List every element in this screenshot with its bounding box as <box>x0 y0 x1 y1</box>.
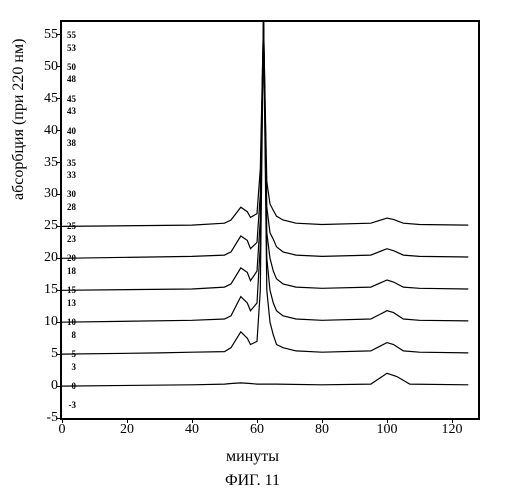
ytick-mark <box>57 34 62 35</box>
ytick-major: 45 <box>44 91 58 107</box>
series-0 <box>62 373 468 386</box>
ytick-major: 15 <box>44 282 58 298</box>
ytick-minor: 38 <box>67 138 76 148</box>
ytick-major: 10 <box>44 314 58 330</box>
ytick-mark <box>57 162 62 163</box>
ytick-minor: 50 <box>67 62 76 72</box>
xtick-mark <box>192 418 193 423</box>
ytick-mark <box>57 226 62 227</box>
ytick-minor: 15 <box>67 285 76 295</box>
xtick-mark <box>322 418 323 423</box>
xtick: 100 <box>377 422 398 438</box>
ytick-minor: 28 <box>67 202 76 212</box>
ytick-minor: 13 <box>67 298 76 308</box>
xtick: 20 <box>120 422 134 438</box>
ytick-minor: 18 <box>67 266 76 276</box>
ytick-mark <box>57 322 62 323</box>
xtick: 80 <box>315 422 329 438</box>
ytick-minor: 48 <box>67 74 76 84</box>
ytick-minor: 30 <box>67 189 76 199</box>
ytick-minor: 3 <box>72 362 77 372</box>
series-1 <box>62 22 468 354</box>
ytick-minor: 33 <box>67 170 76 180</box>
ytick-mark <box>57 130 62 131</box>
xtick-mark <box>62 418 63 423</box>
ytick-major: 20 <box>44 250 58 266</box>
ytick-minor: -3 <box>69 400 77 410</box>
ytick-minor: 10 <box>67 317 76 327</box>
ytick-major: 35 <box>44 155 58 171</box>
ytick-minor: 25 <box>67 221 76 231</box>
ytick-minor: 23 <box>67 234 76 244</box>
figure: абсорбция (при 220 нм) -5051015202530354… <box>0 0 505 500</box>
xtick: 60 <box>250 422 264 438</box>
series-2 <box>62 22 468 322</box>
series-3 <box>62 22 468 290</box>
ytick-minor: 8 <box>72 330 77 340</box>
series-4 <box>62 22 468 258</box>
xtick-mark <box>452 418 453 423</box>
ytick-major: 40 <box>44 123 58 139</box>
ytick-minor: 53 <box>67 43 76 53</box>
xtick-mark <box>257 418 258 423</box>
ytick-mark <box>57 98 62 99</box>
ytick-major: 25 <box>44 218 58 234</box>
ytick-minor: 0 <box>72 381 77 391</box>
ytick-major: 55 <box>44 27 58 43</box>
plot-area: -50510152025303540455055-303581013151820… <box>60 20 480 420</box>
ytick-mark <box>57 258 62 259</box>
ytick-minor: 45 <box>67 94 76 104</box>
ytick-mark <box>57 354 62 355</box>
ytick-mark <box>57 194 62 195</box>
ytick-mark <box>57 290 62 291</box>
y-axis-label: абсорбция (при 220 нм) <box>10 39 28 200</box>
xtick: 40 <box>185 422 199 438</box>
ytick-minor: 55 <box>67 30 76 40</box>
ytick-mark <box>57 386 62 387</box>
ytick-mark <box>57 66 62 67</box>
xtick: 120 <box>442 422 463 438</box>
chart-svg <box>62 22 478 418</box>
xtick-mark <box>127 418 128 423</box>
ytick-minor: 20 <box>67 253 76 263</box>
ytick-major: 50 <box>44 59 58 75</box>
ytick-minor: 35 <box>67 158 76 168</box>
x-axis-label: минуты <box>0 448 505 466</box>
ytick-minor: 43 <box>67 106 76 116</box>
ytick-minor: 5 <box>72 349 77 359</box>
xtick: 0 <box>59 422 66 438</box>
ytick-minor: 40 <box>67 126 76 136</box>
ytick-major: 30 <box>44 186 58 202</box>
figure-caption: ФИГ. 11 <box>0 472 505 490</box>
xtick-mark <box>387 418 388 423</box>
